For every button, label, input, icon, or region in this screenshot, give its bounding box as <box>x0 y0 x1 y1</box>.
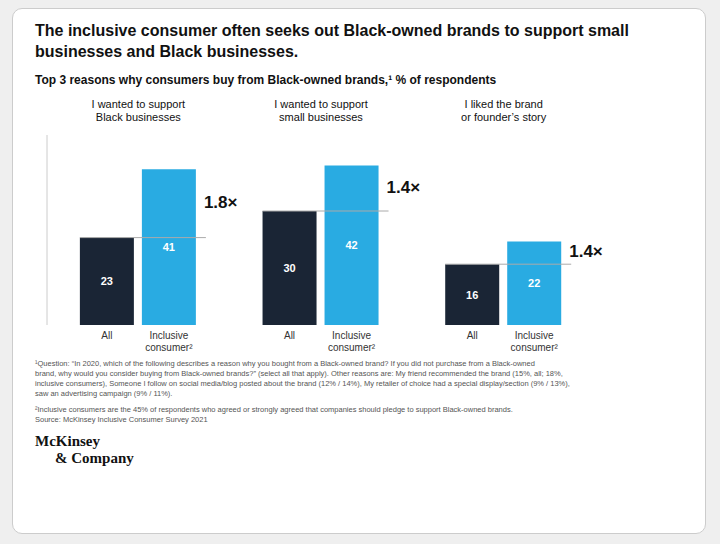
svg-text:23: 23 <box>101 275 113 287</box>
svg-text:Inclusiveconsumer²: Inclusiveconsumer² <box>145 330 193 353</box>
svg-text:42: 42 <box>345 239 357 251</box>
svg-text:16: 16 <box>466 288 478 300</box>
svg-text:I wanted to supportsmall busin: I wanted to supportsmall businesses <box>274 98 368 123</box>
svg-text:All: All <box>284 330 295 341</box>
svg-text:22: 22 <box>528 277 540 289</box>
svg-text:1.4×: 1.4× <box>387 177 421 196</box>
svg-text:41: 41 <box>163 241 175 253</box>
html-text:¹Question: “In 2020, which of: ¹Question: “In 2020, which of the follow… <box>35 358 570 398</box>
html-text:& Company: & Company <box>55 449 134 466</box>
html-text:The inclusive consumer often s: The inclusive consumer often seeks out B… <box>35 22 629 60</box>
svg-text:I liked the brandor founder’s: I liked the brandor founder’s story <box>461 98 547 123</box>
html-text:Top 3 reasons why consumers bu: Top 3 reasons why consumers buy from Bla… <box>35 72 497 87</box>
svg-text:30: 30 <box>283 261 295 273</box>
svg-text:1.4×: 1.4× <box>569 242 603 261</box>
svg-text:1.8×: 1.8× <box>204 192 238 211</box>
svg-text:I wanted to supportBlack busin: I wanted to supportBlack businesses <box>92 98 186 123</box>
svg-text:Inclusiveconsumer²: Inclusiveconsumer² <box>511 330 559 353</box>
html-text:²Inclusive consumers are the 4: ²Inclusive consumers are the 45% of resp… <box>35 405 513 425</box>
svg-text:All: All <box>467 330 478 341</box>
html-text:McKinsey: McKinsey <box>35 433 100 450</box>
svg-text:All: All <box>101 330 112 341</box>
svg-text:Inclusiveconsumer²: Inclusiveconsumer² <box>328 330 376 353</box>
